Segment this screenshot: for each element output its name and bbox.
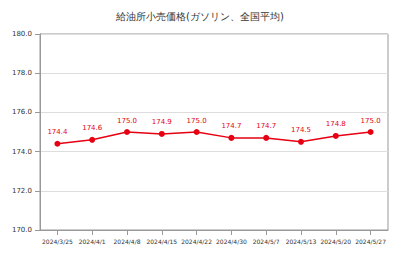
svg-text:2024/4/30: 2024/4/30 bbox=[216, 238, 247, 245]
svg-text:2024/4/22: 2024/4/22 bbox=[181, 238, 212, 245]
svg-text:178.0: 178.0 bbox=[12, 69, 32, 77]
svg-text:172.0: 172.0 bbox=[12, 187, 32, 195]
svg-text:2024/5/13: 2024/5/13 bbox=[286, 238, 317, 245]
svg-text:174.7: 174.7 bbox=[221, 122, 241, 130]
svg-text:174.9: 174.9 bbox=[152, 118, 172, 126]
svg-text:2024/3/25: 2024/3/25 bbox=[42, 238, 73, 245]
svg-text:170.0: 170.0 bbox=[12, 226, 32, 234]
svg-text:175.0: 175.0 bbox=[187, 117, 207, 125]
svg-text:2024/5/20: 2024/5/20 bbox=[320, 238, 351, 245]
svg-text:175.0: 175.0 bbox=[117, 117, 137, 125]
svg-text:174.6: 174.6 bbox=[82, 124, 103, 132]
svg-text:176.0: 176.0 bbox=[12, 108, 32, 116]
svg-text:2024/4/15: 2024/4/15 bbox=[146, 238, 177, 245]
svg-text:175.0: 175.0 bbox=[361, 117, 381, 125]
svg-text:2024/4/8: 2024/4/8 bbox=[114, 238, 141, 245]
svg-text:174.7: 174.7 bbox=[256, 122, 276, 130]
svg-text:174.0: 174.0 bbox=[12, 148, 32, 156]
svg-text:給油所小売価格(ガソリン、全国平均): 給油所小売価格(ガソリン、全国平均) bbox=[115, 11, 284, 22]
svg-text:2024/4/1: 2024/4/1 bbox=[79, 238, 106, 245]
svg-text:174.5: 174.5 bbox=[291, 126, 311, 134]
svg-text:2024/5/27: 2024/5/27 bbox=[355, 238, 386, 245]
svg-text:180.0: 180.0 bbox=[12, 30, 32, 38]
svg-text:2024/5/7: 2024/5/7 bbox=[253, 238, 280, 245]
svg-text:174.4: 174.4 bbox=[47, 128, 68, 136]
svg-text:174.8: 174.8 bbox=[326, 120, 346, 128]
